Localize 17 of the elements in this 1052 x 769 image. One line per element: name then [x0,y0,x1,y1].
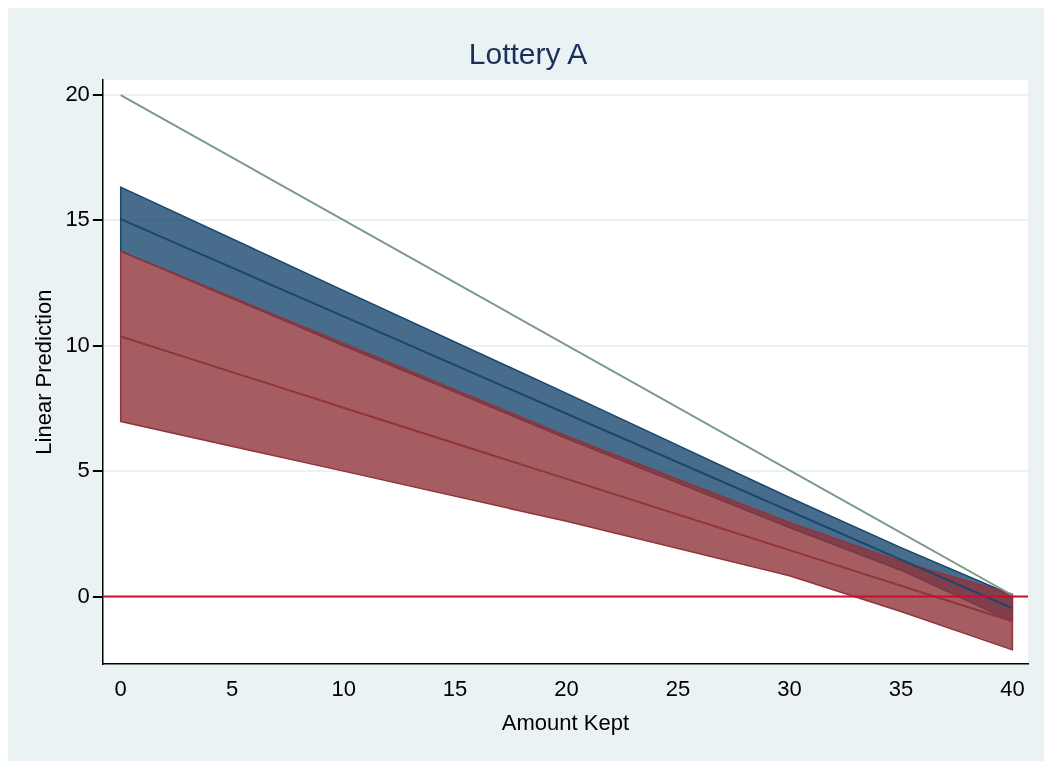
x-tick-label: 30 [777,676,802,702]
x-axis-title: Amount Kept [501,709,630,735]
y-tick-label: 20 [65,81,90,107]
y-tick-label: 0 [77,582,90,608]
y-axis-title: Linear Prediction [31,289,57,455]
chart-title: Lottery A [468,37,588,71]
x-tick-label: 25 [665,676,691,702]
x-tick-label: 15 [442,676,468,702]
x-tick-label: 10 [331,676,356,702]
x-tick-label: 40 [1000,676,1025,702]
y-tick-label: 15 [65,206,90,232]
x-tick-label: 5 [226,676,239,702]
y-tick-label: 10 [65,331,90,357]
x-tick-label: 35 [888,676,914,702]
y-tick-label: 5 [77,457,90,483]
x-tick-label: 0 [114,676,127,702]
x-tick-label: 20 [554,676,579,702]
